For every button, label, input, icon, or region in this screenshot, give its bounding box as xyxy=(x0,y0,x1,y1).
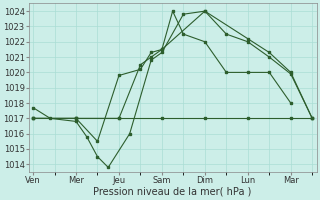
X-axis label: Pression niveau de la mer( hPa ): Pression niveau de la mer( hPa ) xyxy=(93,187,252,197)
